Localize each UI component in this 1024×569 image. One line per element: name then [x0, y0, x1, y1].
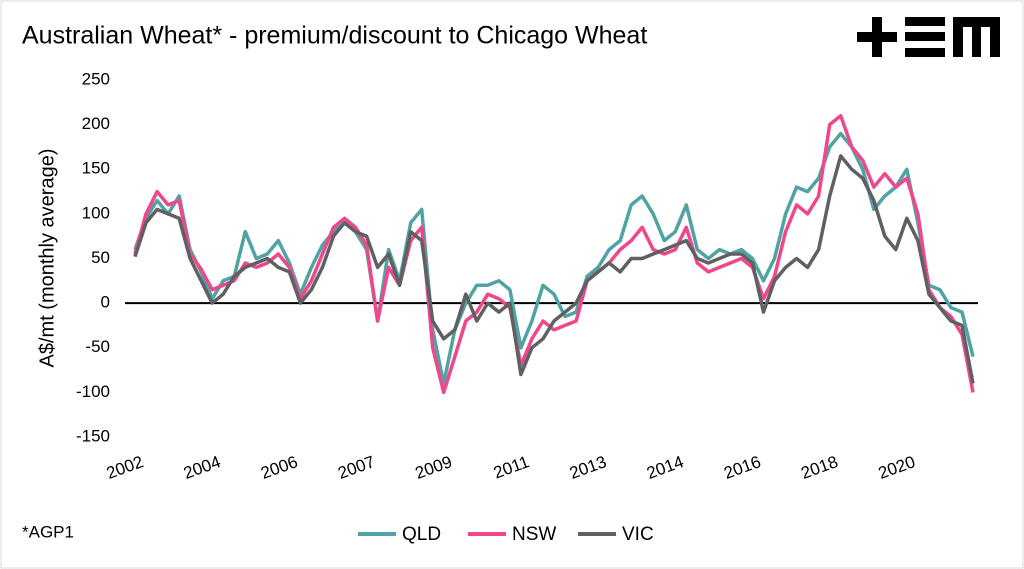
footnote: *AGP1 — [22, 522, 74, 541]
logo — [857, 17, 1000, 57]
line — [133, 154, 975, 384]
y-tick-label: 100 — [82, 203, 110, 222]
line — [133, 131, 975, 386]
y-tick-label: 0 — [101, 293, 110, 312]
legend-label: NSW — [512, 524, 556, 545]
y-tick-label: -100 — [76, 382, 110, 401]
line — [133, 113, 975, 395]
y-tick-label: 200 — [82, 114, 110, 133]
y-tick-label: 250 — [82, 69, 110, 88]
y-tick-label: 150 — [82, 159, 110, 178]
y-axis-label: A$/mt (monthly average) — [36, 149, 58, 368]
y-tick-label: 50 — [91, 248, 110, 267]
legend-label: VIC — [622, 524, 654, 545]
y-tick-label: -50 — [85, 337, 110, 356]
y-tick-label: -150 — [76, 426, 110, 445]
legend-label: QLD — [402, 524, 441, 545]
chart-title: Australian Wheat* - premium/discount to … — [22, 22, 647, 50]
